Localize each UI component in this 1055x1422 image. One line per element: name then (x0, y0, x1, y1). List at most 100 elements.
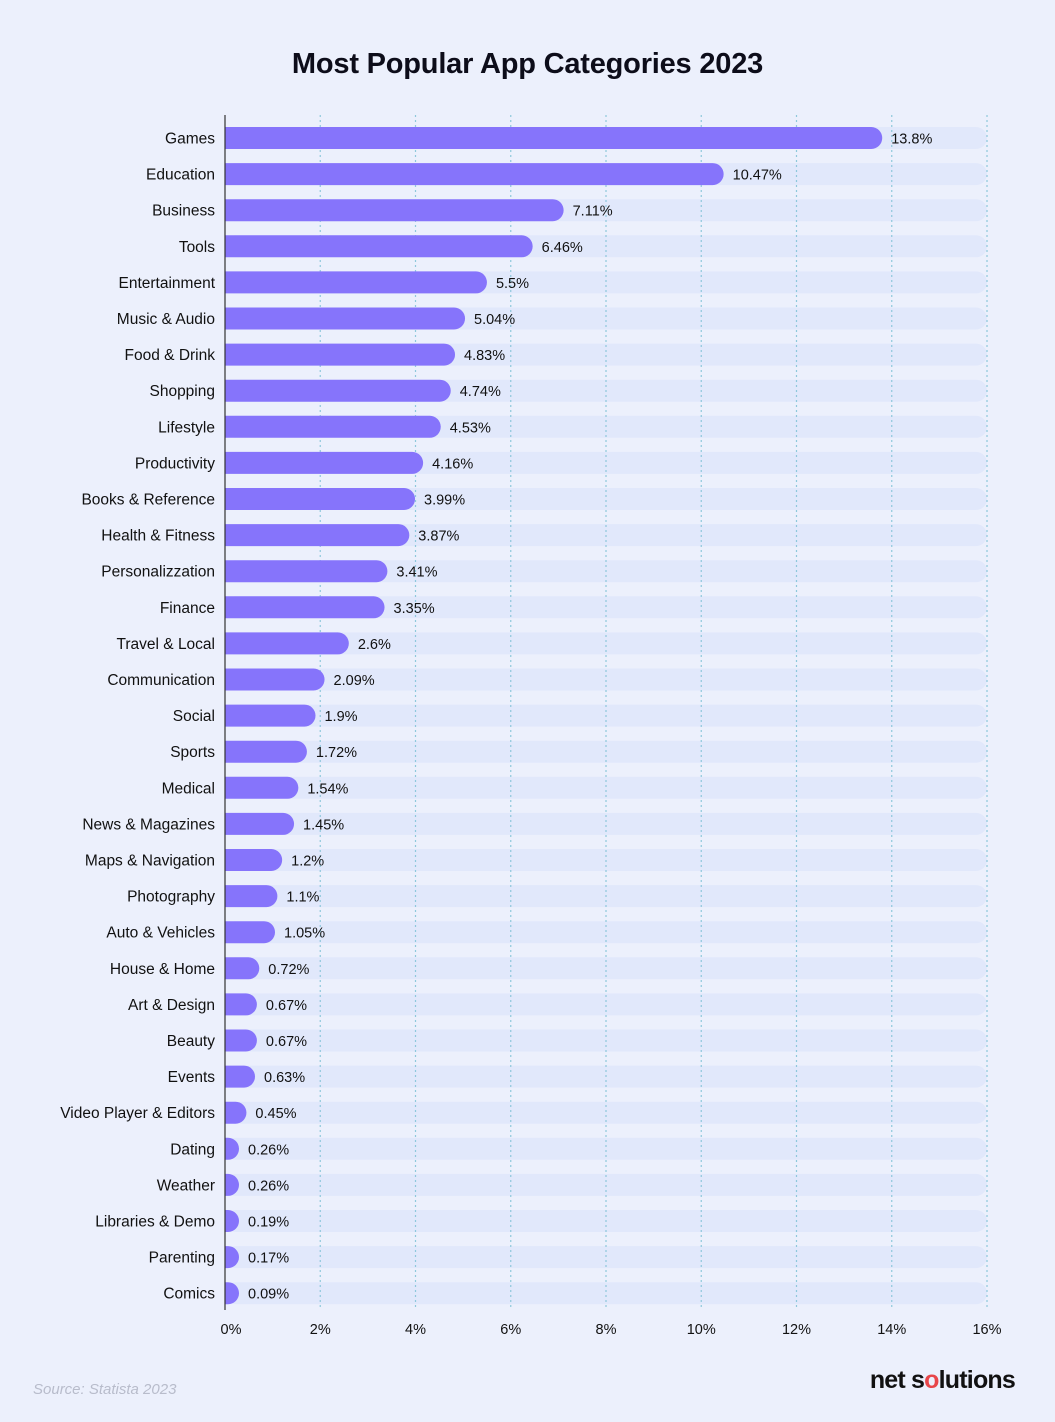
value-label: 0.09% (248, 1287, 289, 1303)
bar (225, 812, 295, 835)
category-label: Productivity (135, 455, 215, 472)
bar (225, 776, 299, 799)
category-label: Personalizzation (101, 564, 215, 581)
value-label: 1.2% (291, 854, 324, 870)
bar-track (225, 921, 987, 944)
value-label: 0.72% (268, 962, 309, 978)
x-tick-label: 12% (782, 1322, 811, 1338)
category-label: Health & Fitness (101, 528, 215, 545)
category-label: Food & Drink (125, 347, 216, 364)
category-label: Events (168, 1069, 216, 1086)
x-tick-label: 8% (596, 1322, 617, 1338)
bar-track (225, 632, 987, 655)
bar (225, 921, 276, 944)
bar (225, 1065, 256, 1088)
value-label: 0.26% (248, 1178, 289, 1194)
value-label: 13.8% (891, 132, 932, 148)
bar (225, 704, 316, 727)
category-label: Maps & Navigation (85, 853, 215, 870)
category-label: Business (152, 203, 215, 220)
bar (225, 849, 283, 871)
value-label: 1.9% (324, 709, 357, 725)
x-tick-label: 0% (221, 1322, 242, 1338)
bar-track (225, 488, 987, 510)
category-label: Parenting (149, 1250, 215, 1267)
chart-title: Most Popular App Categories 2023 (291, 48, 764, 80)
value-label: 0.45% (255, 1106, 296, 1122)
bar (225, 343, 456, 366)
category-label: Lifestyle (158, 419, 215, 436)
bar (225, 271, 487, 294)
category-label: Books & Reference (81, 492, 215, 509)
category-label: Medical (162, 780, 215, 797)
bar (225, 163, 724, 186)
bar (225, 632, 349, 655)
x-tick-label: 4% (405, 1322, 426, 1338)
value-label: 1.05% (284, 926, 325, 942)
bar (225, 524, 410, 547)
category-label: Social (173, 708, 215, 725)
bar (225, 885, 278, 908)
category-label: Dating (170, 1141, 215, 1158)
value-label: 1.45% (303, 817, 344, 833)
value-label: 0.26% (248, 1142, 289, 1158)
bar (225, 379, 451, 402)
value-label: 7.11% (573, 204, 613, 220)
category-label: Video Player & Editors (60, 1105, 215, 1122)
category-label: Travel & Local (117, 636, 216, 653)
value-label: 4.16% (432, 456, 473, 472)
category-label: Comics (163, 1286, 215, 1303)
category-label: Finance (160, 600, 215, 617)
value-label: 3.35% (394, 601, 435, 617)
value-label: 0.19% (248, 1215, 289, 1231)
value-label: 6.46% (542, 240, 583, 256)
bar (225, 127, 883, 149)
bar-track (225, 1137, 987, 1160)
bar-track (225, 993, 987, 1016)
category-label: Education (146, 167, 215, 184)
category-label: Art & Design (128, 997, 215, 1014)
x-tick-label: 2% (310, 1322, 331, 1338)
category-label: Sports (170, 744, 215, 761)
bar (225, 1246, 240, 1269)
bar-track (225, 1101, 987, 1124)
bar (225, 668, 325, 691)
value-label: 0.17% (248, 1251, 289, 1267)
x-tick-label: 14% (877, 1322, 906, 1338)
category-label: News & Magazines (82, 816, 215, 833)
bar (225, 1210, 239, 1232)
bar (225, 993, 257, 1016)
value-label: 2.6% (358, 637, 391, 653)
bar (225, 451, 424, 474)
bar (225, 199, 564, 222)
value-label: 3.41% (396, 565, 437, 581)
value-label: 5.5% (496, 276, 529, 292)
bar (225, 488, 416, 510)
value-label: 3.99% (424, 493, 465, 509)
bar (225, 1137, 240, 1160)
bar-track (225, 812, 987, 835)
category-label: Weather (157, 1177, 215, 1194)
category-label: Communication (107, 672, 215, 689)
bar-track (225, 1173, 987, 1196)
category-label: Libraries & Demo (95, 1214, 215, 1231)
value-label: 1.1% (286, 890, 319, 906)
x-tick-label: 6% (500, 1322, 521, 1338)
category-label: Beauty (167, 1033, 216, 1050)
bar (225, 1282, 240, 1305)
category-label: Photography (127, 889, 215, 906)
bar (225, 415, 441, 438)
bar-track (225, 1246, 987, 1269)
value-label: 4.74% (460, 384, 501, 400)
category-label: Music & Audio (117, 311, 215, 328)
value-label: 0.67% (266, 998, 307, 1014)
category-label: Shopping (149, 383, 215, 400)
x-tick-label: 10% (687, 1322, 716, 1338)
value-label: 0.67% (266, 1034, 307, 1050)
bar (225, 596, 385, 619)
value-label: 4.83% (464, 348, 505, 364)
bar (225, 560, 388, 583)
bar (225, 1173, 240, 1196)
category-label: Games (165, 131, 215, 148)
